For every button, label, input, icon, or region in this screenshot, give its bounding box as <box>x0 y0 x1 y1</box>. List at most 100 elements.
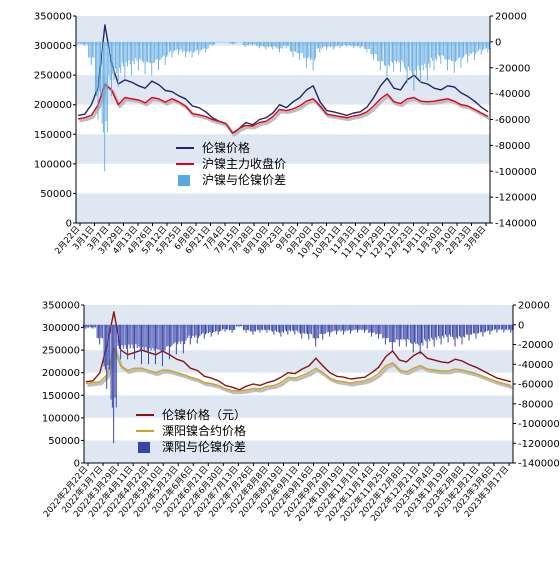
spread-bar <box>153 41 155 63</box>
spread-bar <box>205 41 206 53</box>
spread-bar <box>429 324 431 342</box>
spread-bar <box>447 324 449 343</box>
spread-bar <box>93 324 95 328</box>
spread-bar <box>359 324 361 330</box>
spread-bar <box>397 41 399 61</box>
spread-bar <box>96 324 98 338</box>
spread-bar <box>166 324 168 347</box>
spread-bar <box>211 41 213 46</box>
spread-bar <box>377 41 379 62</box>
spread-bar <box>199 324 201 336</box>
band <box>76 193 490 223</box>
spread-bar <box>505 324 507 330</box>
spread-bar <box>458 324 460 337</box>
spread-bar <box>125 324 127 349</box>
spread-bar <box>172 41 174 53</box>
spread-bar <box>175 324 177 355</box>
left-tick-label: 50000 <box>40 189 72 200</box>
spread-bar <box>242 324 244 331</box>
spread-bar <box>410 324 412 343</box>
spread-bar <box>254 41 256 45</box>
spread-bar <box>324 41 326 47</box>
spread-bar <box>256 41 258 46</box>
spread-bar <box>206 41 208 50</box>
spread-bar <box>184 41 186 58</box>
spread-bar <box>360 41 362 47</box>
spread-bar <box>383 324 385 338</box>
spread-bar <box>161 324 163 367</box>
spread-bar <box>424 41 426 64</box>
spread-bar <box>213 41 214 45</box>
spread-bar <box>295 324 297 331</box>
spread-bar <box>170 324 172 348</box>
band <box>84 440 513 463</box>
spread-bar <box>332 41 334 50</box>
spread-bar <box>431 41 432 58</box>
spread-bar <box>175 41 177 51</box>
spread-bar <box>80 41 81 44</box>
spread-bar <box>316 324 318 339</box>
spread-bar <box>157 324 159 350</box>
spread-bar <box>453 324 455 340</box>
spread-bar <box>220 324 222 332</box>
spread-bar <box>248 324 250 331</box>
spread-bar <box>464 41 466 56</box>
spread-bar <box>195 324 197 336</box>
spread-bar <box>472 41 474 53</box>
series-shadow <box>79 84 491 137</box>
spread-bar <box>210 324 212 337</box>
spread-bar <box>425 41 427 69</box>
spread-bar <box>117 324 119 346</box>
spread-bar <box>444 41 446 60</box>
spread-bar <box>384 324 386 345</box>
legend-label: 伦镍价格 <box>202 140 250 155</box>
spread-bar <box>136 324 138 349</box>
spread-bar <box>184 324 186 345</box>
right-tick-label: -100000 <box>495 167 537 178</box>
left-tick-label: 250000 <box>34 71 72 82</box>
spread-bar <box>106 324 108 389</box>
spread-bar <box>234 41 236 44</box>
spread-bar <box>313 41 315 61</box>
spread-bar <box>407 324 409 339</box>
spread-bar <box>207 41 209 49</box>
spread-bar <box>348 324 350 330</box>
spread-bar <box>229 324 230 331</box>
spread-bar <box>94 41 96 93</box>
spread-bar <box>158 41 159 71</box>
spread-bar <box>137 41 139 71</box>
spread-bar <box>287 41 288 46</box>
spread-bar <box>503 324 505 333</box>
spread-bar <box>414 41 416 71</box>
spread-bar <box>465 41 467 54</box>
spread-bar <box>330 41 332 48</box>
spread-bar <box>299 324 301 334</box>
spread-bar <box>173 324 175 344</box>
spread-bar <box>358 324 360 331</box>
spread-bar <box>379 324 381 335</box>
spread-bar <box>358 41 360 47</box>
spread-bar <box>259 324 261 333</box>
spread-bar <box>348 41 350 46</box>
left-tick-label: 350000 <box>42 301 80 312</box>
spread-bar <box>400 324 402 340</box>
spread-bar <box>315 41 317 59</box>
spread-bar <box>268 41 270 48</box>
spread-bar <box>352 41 354 49</box>
spread-bar <box>363 41 365 50</box>
spread-bar <box>432 324 434 340</box>
spread-bar <box>404 41 405 68</box>
spread-bar <box>478 41 479 51</box>
spread-bar <box>370 324 372 337</box>
spread-bar <box>475 324 477 339</box>
spread-bar <box>238 41 240 43</box>
left-tick-label: 100000 <box>42 413 80 424</box>
spread-bar <box>337 324 339 332</box>
spread-bar <box>474 324 476 334</box>
spread-bar <box>483 324 485 333</box>
spread-bar <box>196 324 198 344</box>
spread-bar <box>231 324 233 333</box>
spread-bar <box>484 41 486 50</box>
spread-bar <box>121 41 123 63</box>
